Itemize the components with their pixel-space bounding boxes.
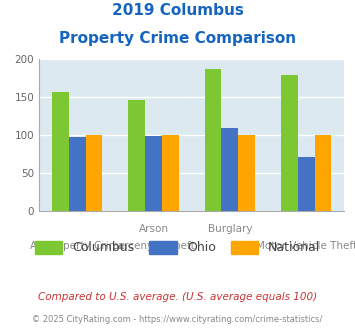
Text: Compared to U.S. average. (U.S. average equals 100): Compared to U.S. average. (U.S. average … xyxy=(38,292,317,302)
Bar xyxy=(281,75,298,211)
Text: Burglary: Burglary xyxy=(208,224,252,234)
Bar xyxy=(205,69,222,211)
Bar xyxy=(298,156,315,211)
Bar xyxy=(238,135,255,211)
Text: 2019 Columbus: 2019 Columbus xyxy=(111,3,244,18)
Bar xyxy=(86,135,102,211)
Text: All Property Crime: All Property Crime xyxy=(30,241,125,251)
Text: Motor Vehicle Theft: Motor Vehicle Theft xyxy=(256,241,355,251)
Bar xyxy=(162,135,179,211)
Bar xyxy=(52,92,69,211)
Bar xyxy=(129,100,145,211)
Legend: Columbus, Ohio, National: Columbus, Ohio, National xyxy=(29,236,326,259)
Text: © 2025 CityRating.com - https://www.cityrating.com/crime-statistics/: © 2025 CityRating.com - https://www.city… xyxy=(32,315,323,324)
Bar xyxy=(69,137,86,211)
Bar xyxy=(315,135,331,211)
Text: Property Crime Comparison: Property Crime Comparison xyxy=(59,31,296,46)
Bar xyxy=(145,136,162,211)
Text: Larceny & Theft: Larceny & Theft xyxy=(112,241,195,251)
Text: Arson: Arson xyxy=(138,224,169,234)
Bar xyxy=(222,128,238,211)
